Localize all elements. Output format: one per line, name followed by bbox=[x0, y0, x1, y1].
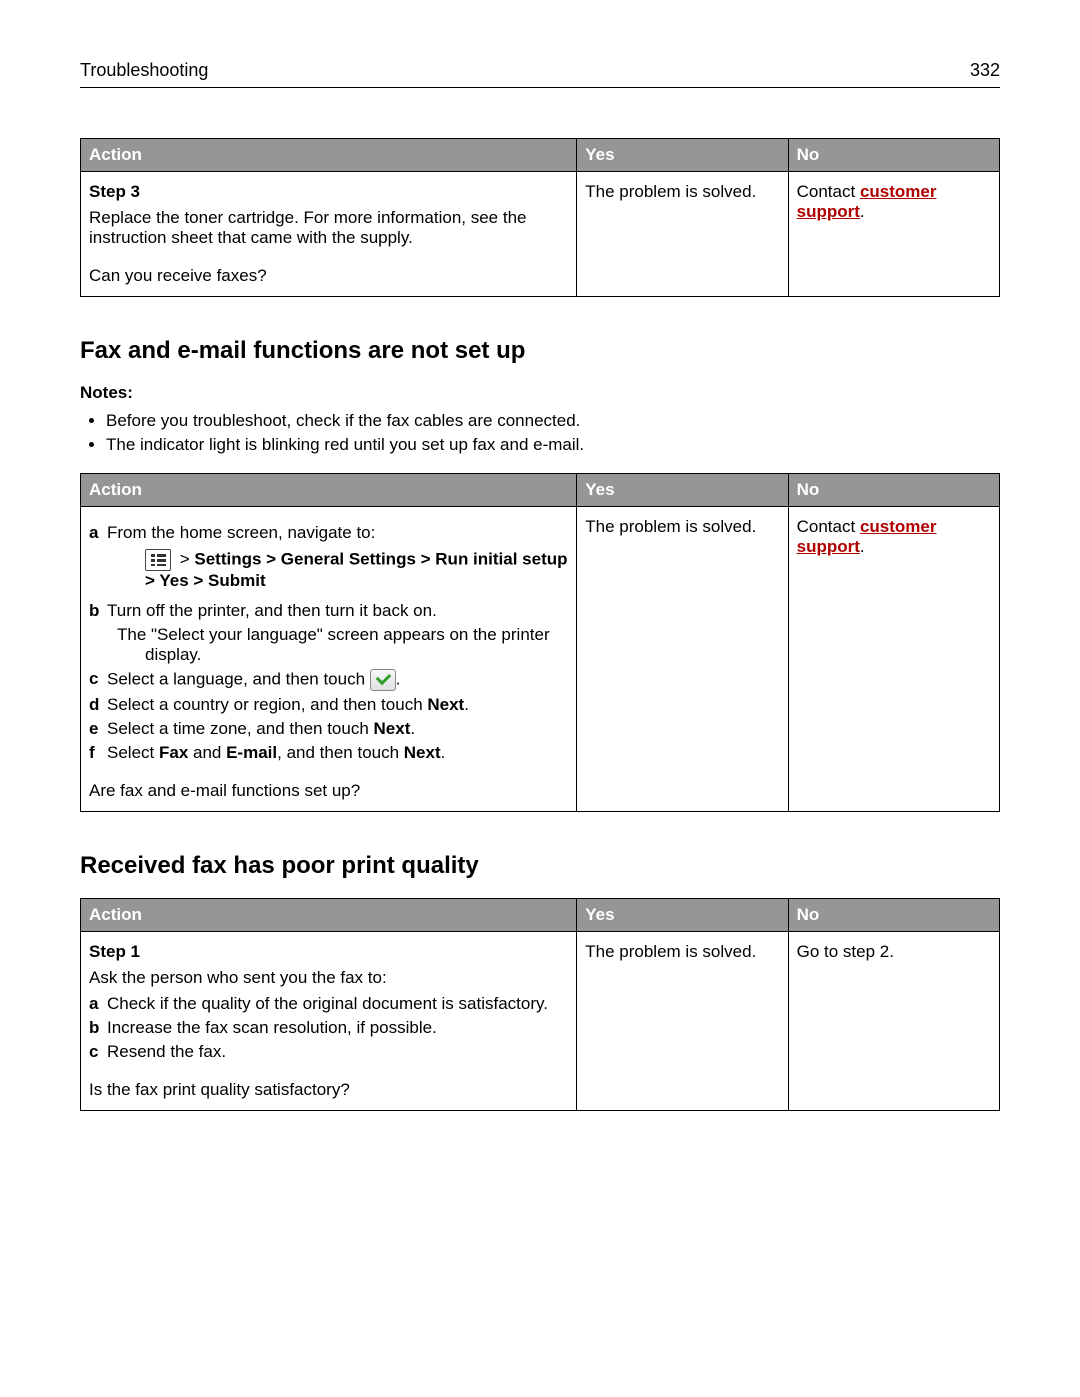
yes-cell: The problem is solved. bbox=[577, 507, 788, 812]
col-no: No bbox=[788, 474, 999, 507]
action-cell: aFrom the home screen, navigate to: > Se… bbox=[81, 507, 577, 812]
list-item: bIncrease the fax scan resolution, if po… bbox=[89, 1018, 568, 1038]
action-cell: Step 1 Ask the person who sent you the f… bbox=[81, 932, 577, 1111]
item-e-suffix: . bbox=[410, 719, 415, 738]
notes-list: Before you troubleshoot, check if the fa… bbox=[106, 411, 1000, 455]
section-heading-fax-email: Fax and e-mail functions are not set up bbox=[80, 337, 1000, 365]
item-e-prefix: Select a time zone, and then touch bbox=[107, 719, 374, 738]
item-d-suffix: . bbox=[464, 695, 469, 714]
item-c-suffix: . bbox=[396, 669, 401, 688]
menu-icon bbox=[145, 549, 171, 571]
item-a: Check if the quality of the original doc… bbox=[107, 994, 548, 1013]
item-b-text: Turn off the printer, and then turn it b… bbox=[107, 601, 437, 620]
step-label: Step 3 bbox=[89, 182, 140, 201]
no-cell: Go to step 2. bbox=[788, 932, 999, 1111]
col-no: No bbox=[788, 139, 999, 172]
table-header-row: Action Yes No bbox=[81, 474, 1000, 507]
item-f-bold1: Fax bbox=[159, 743, 188, 762]
list-item: cSelect a language, and then touch . bbox=[89, 669, 568, 691]
troubleshoot-table-quality: Action Yes No Step 1 Ask the person who … bbox=[80, 898, 1000, 1111]
troubleshoot-table-step3: Action Yes No Step 3 Replace the toner c… bbox=[80, 138, 1000, 297]
col-no: No bbox=[788, 899, 999, 932]
list-item: aCheck if the quality of the original do… bbox=[89, 994, 568, 1014]
item-f-mid1: and bbox=[188, 743, 226, 762]
item-a-text: From the home screen, navigate to: bbox=[107, 523, 375, 542]
item-d-prefix: Select a country or region, and then tou… bbox=[107, 695, 427, 714]
notes-label: Notes: bbox=[80, 383, 1000, 403]
item-e-bold: Next bbox=[374, 719, 411, 738]
col-yes: Yes bbox=[577, 474, 788, 507]
running-header: Troubleshooting 332 bbox=[80, 60, 1000, 88]
yes-cell: The problem is solved. bbox=[577, 932, 788, 1111]
note-item: Before you troubleshoot, check if the fa… bbox=[106, 411, 1000, 431]
steps-list: aCheck if the quality of the original do… bbox=[89, 994, 568, 1062]
list-item: bTurn off the printer, and then turn it … bbox=[89, 601, 568, 665]
section-heading-poor-quality: Received fax has poor print quality bbox=[80, 852, 1000, 880]
col-action: Action bbox=[81, 474, 577, 507]
page: Troubleshooting 332 Action Yes No Step 3… bbox=[0, 0, 1080, 1397]
path-prefix: > bbox=[175, 549, 194, 568]
no-text-prefix: Contact bbox=[797, 182, 860, 201]
check-icon bbox=[370, 669, 396, 691]
list-item: fSelect Fax and E‑mail, and then touch N… bbox=[89, 743, 568, 763]
yes-cell: The problem is solved. bbox=[577, 172, 788, 297]
item-b: Increase the fax scan resolution, if pos… bbox=[107, 1018, 437, 1037]
item-c: Resend the fax. bbox=[107, 1042, 226, 1061]
item-f-suffix: . bbox=[441, 743, 446, 762]
table-row: Step 3 Replace the toner cartridge. For … bbox=[81, 172, 1000, 297]
list-item: dSelect a country or region, and then to… bbox=[89, 695, 568, 715]
step-label: Step 1 bbox=[89, 942, 140, 961]
step-lead: Ask the person who sent you the fax to: bbox=[89, 968, 568, 988]
no-cell: Contact customer support. bbox=[788, 172, 999, 297]
no-text-suffix: . bbox=[860, 537, 865, 556]
step-question: Can you receive faxes? bbox=[89, 266, 568, 286]
troubleshoot-table-setup: Action Yes No aFrom the home screen, nav… bbox=[80, 473, 1000, 812]
item-b-after: The "Select your language" screen appear… bbox=[117, 625, 568, 665]
no-cell: Contact customer support. bbox=[788, 507, 999, 812]
nav-path: Settings > General Settings > Run initia… bbox=[145, 549, 568, 590]
step-body: Replace the toner cartridge. For more in… bbox=[89, 208, 568, 248]
item-f-mid2: , and then touch bbox=[277, 743, 404, 762]
item-f-prefix: Select bbox=[107, 743, 159, 762]
table-row: aFrom the home screen, navigate to: > Se… bbox=[81, 507, 1000, 812]
note-item: The indicator light is blinking red unti… bbox=[106, 435, 1000, 455]
col-yes: Yes bbox=[577, 139, 788, 172]
no-text-prefix: Contact bbox=[797, 517, 860, 536]
table-row: Step 1 Ask the person who sent you the f… bbox=[81, 932, 1000, 1111]
steps-list: aFrom the home screen, navigate to: > Se… bbox=[89, 523, 568, 763]
table-header-row: Action Yes No bbox=[81, 139, 1000, 172]
item-f-bold2: E‑mail bbox=[226, 743, 277, 762]
list-item: eSelect a time zone, and then touch Next… bbox=[89, 719, 568, 739]
no-text-suffix: . bbox=[860, 202, 865, 221]
item-d-bold: Next bbox=[427, 695, 464, 714]
step-question: Are fax and e‑mail functions set up? bbox=[89, 781, 568, 801]
action-cell: Step 3 Replace the toner cartridge. For … bbox=[81, 172, 577, 297]
step-question: Is the fax print quality satisfactory? bbox=[89, 1080, 568, 1100]
list-item: cResend the fax. bbox=[89, 1042, 568, 1062]
section-name: Troubleshooting bbox=[80, 60, 208, 81]
col-action: Action bbox=[81, 139, 577, 172]
page-number: 332 bbox=[970, 60, 1000, 81]
table-header-row: Action Yes No bbox=[81, 899, 1000, 932]
item-f-bold3: Next bbox=[404, 743, 441, 762]
col-action: Action bbox=[81, 899, 577, 932]
list-item: aFrom the home screen, navigate to: > Se… bbox=[89, 523, 568, 597]
col-yes: Yes bbox=[577, 899, 788, 932]
item-c-prefix: Select a language, and then touch bbox=[107, 669, 370, 688]
